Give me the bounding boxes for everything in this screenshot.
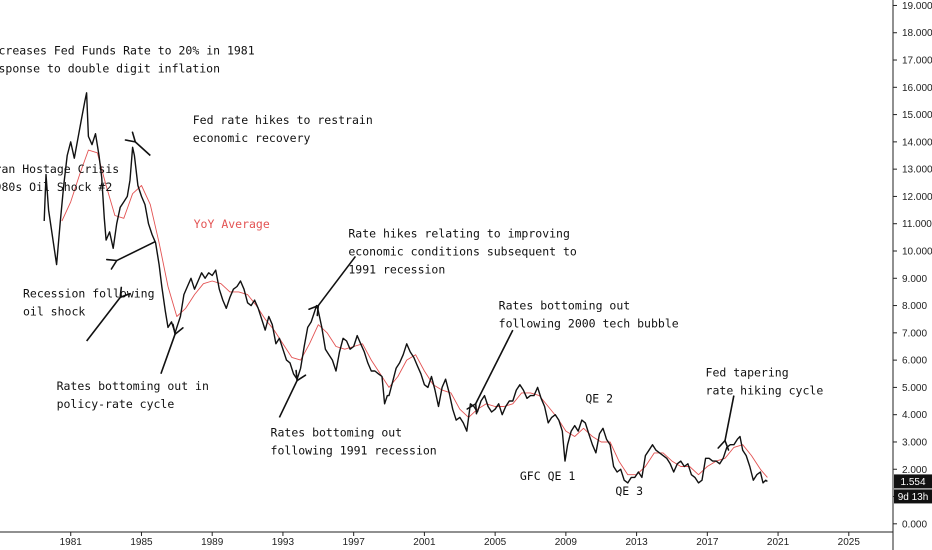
annotation-text: Recession following [23,286,155,300]
y-tick-label: 2.000 [902,465,927,476]
annotation-arrow [160,323,184,375]
annotation-text: Iran Hostage Crisis [0,162,119,176]
last-value-label: 1.554 [900,477,925,488]
x-tick-label: 2005 [484,537,507,548]
y-tick-label: 0.000 [902,519,927,530]
arrow-shaft [134,141,151,157]
yoy-average-line [61,149,768,478]
arrow-head [717,439,730,451]
y-tick-label: 9.000 [902,274,927,285]
y-tick-label: 13.000 [902,165,932,176]
annotation-text: Rates bottoming out [271,426,403,440]
arrow-head [124,131,137,143]
x-axis: 1981 1985 1989 1993 1997 2001 2005 2009 2013 2017… [0,531,893,548]
x-tick-label: 1997 [343,537,366,548]
y-tick-label: 5.000 [902,383,927,394]
annotation-text: Volcker increases Fed Funds Rate to 20% … [0,44,255,58]
annotation-text: rate hiking cycle [706,383,824,397]
x-tick-label: 2009 [555,537,578,548]
y-tick-label: 7.000 [902,328,927,339]
y-tick-label: 10.000 [902,246,932,257]
annotation-text: Rates bottoming out [499,299,631,313]
annotation-text: Rate hikes relating to improving [348,226,570,240]
annotation-text: Fed rate hikes to restrain [193,113,373,127]
y-tick-label: 17.000 [902,56,932,67]
x-tick-label: 2001 [413,537,436,548]
countdown-badge [894,489,932,504]
annotation-text: following 1991 recession [271,444,437,458]
arrow-shaft [474,329,514,405]
annotation-text: economic recovery [193,131,311,145]
y-tick-label: 3.000 [902,437,927,448]
arrow-head [295,369,307,382]
annotation-text: economic conditions subsequent to [348,244,577,258]
x-tick-label: 1989 [201,537,224,548]
y-tick-label: 19.000 [902,1,932,12]
x-tick-label: 2013 [625,537,648,548]
y-tick-label: 6.000 [902,356,927,367]
annotation-text: YoY Average [194,217,270,231]
countdown-label: 9d 13h [898,492,929,503]
annotation-text: Rates bottoming out in [57,379,209,393]
x-tick-label: 1981 [60,537,83,548]
annotations: Volcker increases Fed Funds Rate to 20% … [0,44,823,499]
annotation-text: policy-rate cycle [57,397,175,411]
annotation-arrow [106,240,156,270]
y-axis: 0.0001.0002.0003.0004.0005.0006.0007.000… [892,0,932,550]
y-tick-label: 15.000 [902,110,932,121]
annotation-text: GFC QE 1 [520,469,575,483]
annotation-arrows [86,131,735,451]
arrow-head [106,258,119,270]
price-badges: 1.554 9d 13h [894,474,932,504]
arrow-shaft [317,255,357,307]
x-tick-label: 2025 [838,537,861,548]
x-tick-label: 2017 [696,537,719,548]
y-tick-label: 18.000 [902,28,932,39]
y-tick-label: 16.000 [902,83,932,94]
annotation-arrow [717,395,735,451]
x-tick-label: 1985 [130,537,153,548]
price-series-line [43,92,768,484]
arrow-head [308,304,320,317]
plot-lines [43,92,768,484]
arrow-shaft [86,296,121,342]
annotation-arrow [124,131,151,157]
annotation-text: following 2000 tech bubble [499,317,679,331]
x-tick-label: 1993 [272,537,295,548]
annotation-text: oil shock [23,304,85,318]
y-tick-label: 12.000 [902,192,932,203]
arrow-shaft [116,240,156,262]
annotation-text: Fed tapering [706,365,789,379]
annotation-arrow [278,369,307,418]
annotation-text: QE 3 [615,484,643,498]
y-tick-label: 8.000 [902,301,927,312]
arrow-shaft [160,333,176,375]
y-tick-label: 14.000 [902,137,932,148]
annotation-text: QE 2 [585,391,613,405]
arrow-head [466,402,478,415]
annotation-text: in response to double digit inflation [0,62,220,76]
annotation-arrow [308,255,357,317]
arrow-head [172,323,184,336]
annotation-arrow [86,286,131,342]
arrow-shaft [278,380,298,418]
annotation-text: 1991 recession [348,262,445,276]
y-tick-label: 4.000 [902,410,927,421]
annotation-text: 1980s Oil Shock #2 [0,180,112,194]
annotation-arrow [466,329,514,415]
last-value-badge [894,474,932,489]
x-tick-label: 2021 [767,537,790,548]
y-tick-label: 11.000 [902,219,932,230]
arrow-head [119,286,131,299]
arrow-shaft [724,395,735,441]
